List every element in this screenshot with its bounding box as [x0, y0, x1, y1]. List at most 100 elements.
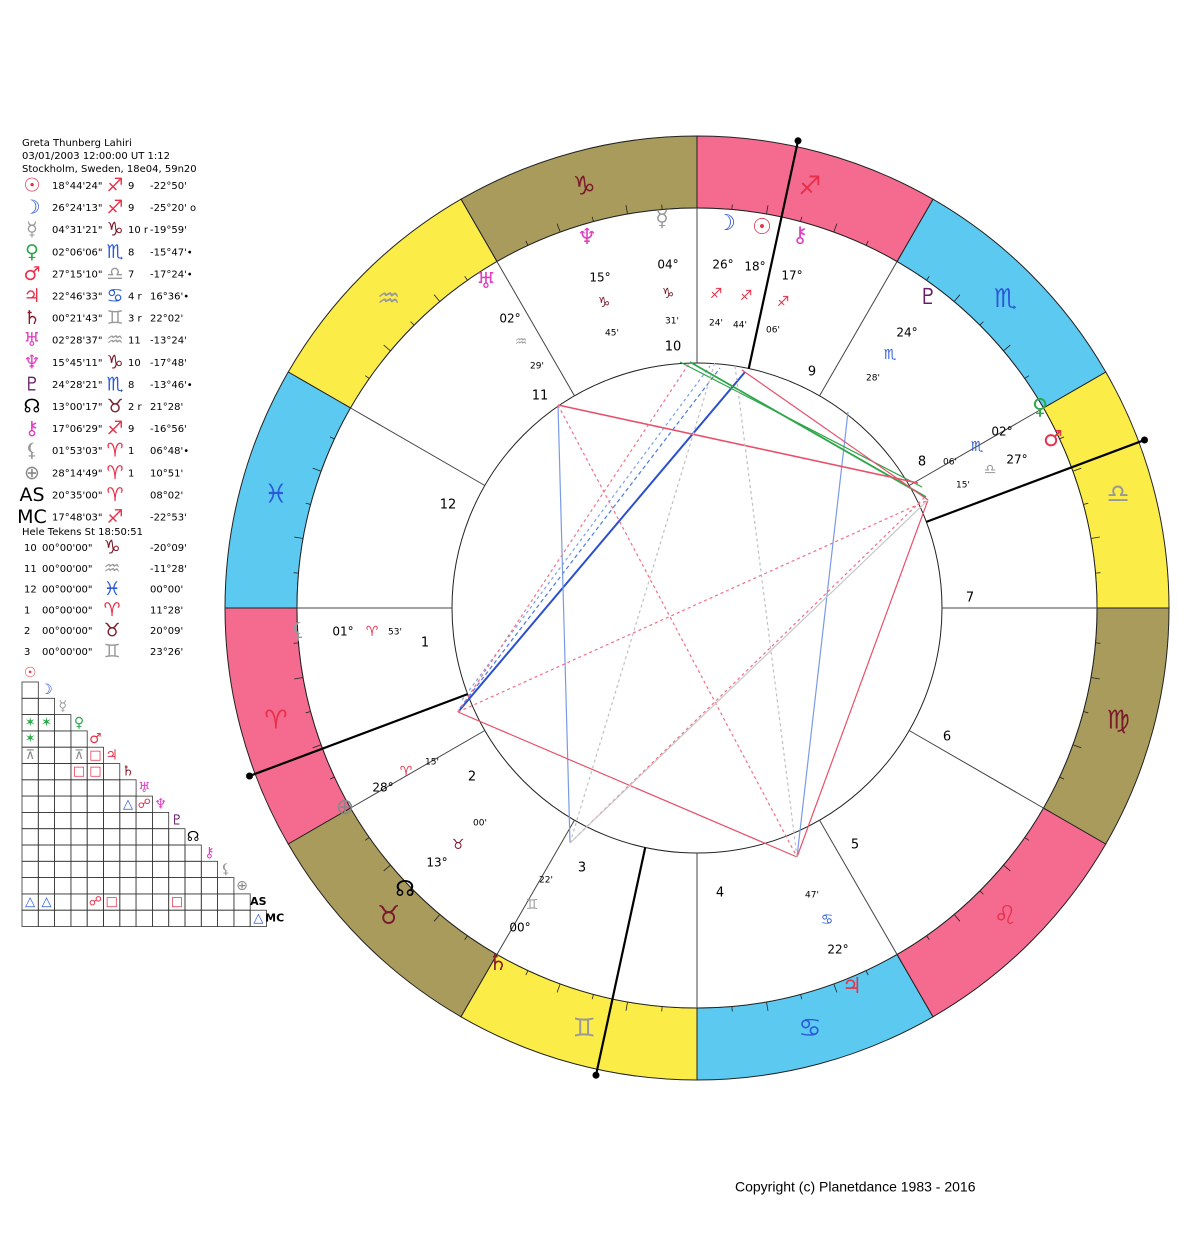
degree-tick: [312, 744, 322, 749]
house-declination: 00°00': [150, 585, 183, 596]
planet-house: 10 r: [128, 225, 149, 236]
grid-cell: [54, 893, 72, 911]
grid-label: MC: [265, 911, 284, 924]
planet-declination: -25°20' o: [150, 203, 196, 214]
zodiac-sign: ♑: [572, 171, 595, 201]
aspect-line: [734, 365, 798, 858]
degree-tick: [433, 914, 441, 922]
grid-cell: [37, 746, 55, 764]
grid-cell: [103, 877, 121, 895]
planet-position: 02°28'37": [52, 336, 103, 347]
degree-tick: [896, 253, 902, 262]
grid-cell: [21, 860, 39, 878]
grid-cell: [184, 877, 202, 895]
grid-cell: [184, 860, 202, 878]
grid-label: ☽: [40, 682, 53, 698]
planet-declination: -15°47'•: [150, 247, 193, 258]
planet-sign: ♑: [106, 219, 123, 241]
house-number: 5: [851, 838, 859, 853]
grid-cell: [151, 893, 170, 911]
grid-cell: [54, 828, 72, 846]
planet-sign: ♐: [106, 506, 123, 528]
degree-tick: [1059, 776, 1065, 780]
aspect-symbol: □: [171, 895, 183, 910]
grid-cell: [119, 860, 137, 878]
grid-cell: [70, 779, 88, 797]
grid-label: ♃: [105, 747, 118, 763]
planet-declination: -22°50': [150, 181, 187, 192]
planet-sign: ♐: [106, 175, 123, 197]
planet-sign: ♑: [662, 286, 675, 302]
house-number: 8: [918, 455, 926, 470]
planet-sign: ♉: [106, 396, 123, 418]
degree-tick: [1083, 502, 1089, 505]
planet-minute: 29': [530, 362, 544, 372]
planet-minute: 44': [733, 321, 747, 331]
grid-cell: [103, 844, 121, 862]
aspect-symbol: ⊼: [25, 748, 35, 763]
planet-glyph: ♇: [23, 373, 40, 395]
grid-cell: [86, 877, 104, 895]
grid-cell: [233, 893, 251, 911]
degree-tick: [953, 294, 961, 302]
angle-axis: [925, 438, 1145, 523]
degree-tick: [1043, 403, 1052, 409]
grid-cell: [119, 812, 137, 830]
degree-tick: [953, 914, 961, 922]
house-number: 2: [468, 770, 476, 785]
aspect-symbol: □: [89, 748, 101, 763]
grid-label: AS: [250, 895, 267, 908]
grid-label: ☊: [187, 829, 199, 845]
aspect-line: [557, 404, 919, 484]
planet-position: 26°24'13": [52, 203, 103, 214]
aspect-line: [569, 499, 929, 844]
planet-house: 9: [128, 424, 134, 435]
grid-cell: [151, 877, 170, 895]
grid-cell: [135, 828, 153, 846]
planet-sign: ♏: [884, 347, 897, 363]
degree-tick: [979, 321, 984, 326]
planet-sign: ♈: [106, 440, 123, 462]
planet-glyph: ☿: [655, 207, 669, 232]
planet-sign: ♈: [400, 764, 413, 780]
planet-house: 7: [128, 269, 134, 280]
grid-cell: [21, 697, 39, 715]
grid-cell: [70, 828, 88, 846]
grid-cell: [54, 877, 72, 895]
planet-glyph: ♅: [23, 329, 40, 351]
house-number: 10: [24, 543, 37, 554]
house-number: 7: [966, 591, 974, 606]
grid-label: ⚷: [204, 845, 214, 861]
planet-sign: ♏: [106, 373, 123, 395]
grid-cell: [103, 828, 121, 846]
planet-glyph: ⊕: [24, 462, 40, 484]
planet-glyph: AS: [19, 484, 44, 506]
degree-tick: [1090, 536, 1100, 539]
degree-tick: [1083, 711, 1089, 714]
house-sign: ♉: [103, 620, 120, 642]
grid-cell: [168, 860, 186, 878]
planet-degree: 13°: [426, 856, 447, 870]
grid-label: ⚸: [221, 861, 231, 877]
planet-house: 1: [128, 468, 134, 479]
house-position: 00°00'00": [42, 564, 93, 575]
planet-position: 17°06'29": [52, 424, 103, 435]
planet-house: 2 r: [128, 402, 143, 413]
aspect-line: [457, 371, 746, 713]
degree-tick: [926, 276, 930, 281]
grid-cell: [119, 828, 137, 846]
house-position: 00°00'00": [42, 605, 93, 616]
degree-tick: [979, 890, 984, 895]
grid-cell: [200, 860, 219, 878]
grid-cell: [37, 730, 55, 748]
grid-cell: [21, 844, 39, 862]
degree-tick: [926, 935, 930, 940]
degree-tick: [525, 240, 529, 246]
grid-label: ♄: [122, 764, 135, 780]
degree-tick: [1043, 807, 1052, 813]
house-cusp: [350, 407, 486, 486]
grid-cell: [151, 844, 170, 862]
house-declination: 20°09': [150, 626, 183, 637]
planet-degree: 02°: [499, 312, 520, 326]
grid-cell: [135, 812, 153, 830]
